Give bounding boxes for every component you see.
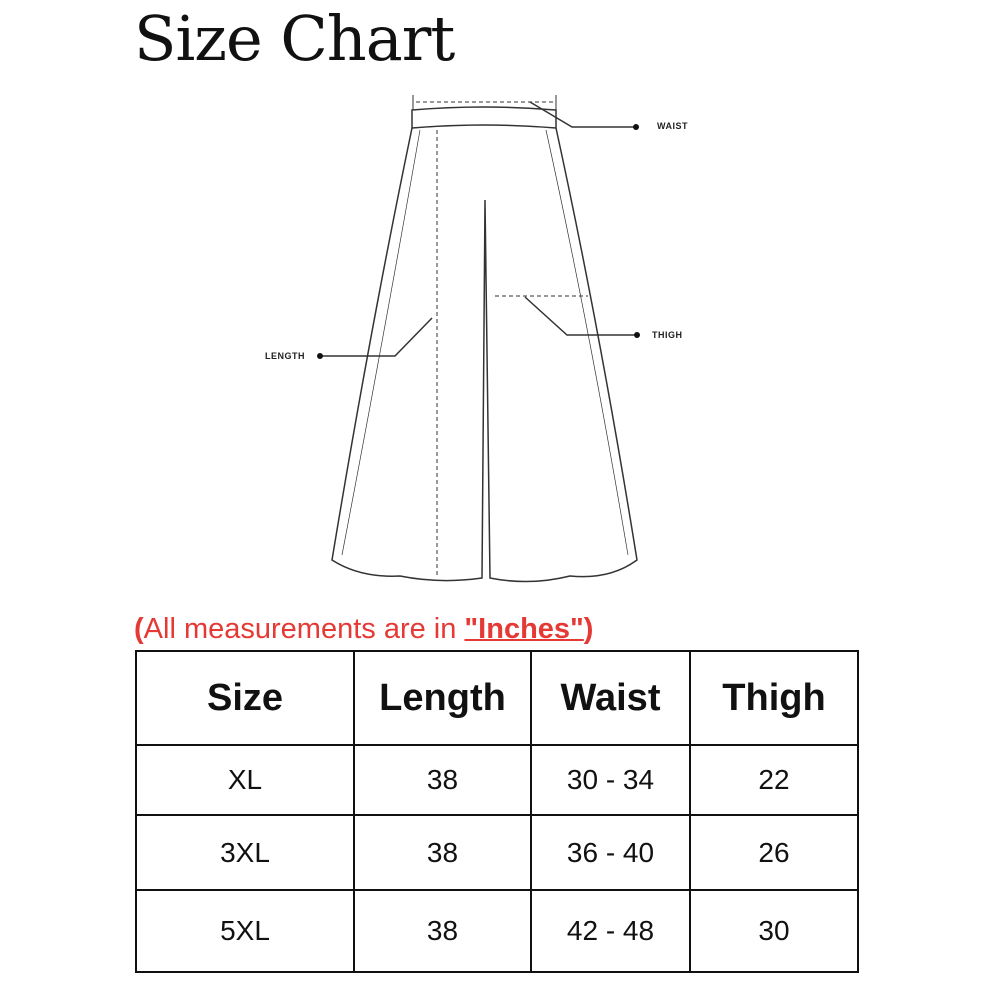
cell-length: 38 bbox=[353, 744, 532, 816]
page-title: Size Chart bbox=[134, 2, 455, 75]
header-size: Size bbox=[135, 650, 355, 746]
cell-waist: 42 - 48 bbox=[530, 889, 691, 973]
cell-size: 5XL bbox=[135, 889, 355, 973]
table-row: XL 38 30 - 34 22 bbox=[135, 744, 859, 816]
note-text: All measurements are in bbox=[143, 613, 465, 645]
units-note: (All measurements are in "Inches") bbox=[134, 613, 593, 646]
thigh-label: THIGH bbox=[652, 330, 683, 340]
cell-length: 38 bbox=[353, 889, 532, 973]
note-close: ) bbox=[583, 613, 594, 645]
cell-length: 38 bbox=[353, 814, 532, 891]
cell-thigh: 26 bbox=[689, 814, 859, 891]
table-row: 5XL 38 42 - 48 30 bbox=[135, 889, 859, 973]
cell-waist: 30 - 34 bbox=[530, 744, 691, 816]
table-row: 3XL 38 36 - 40 26 bbox=[135, 814, 859, 891]
cell-thigh: 30 bbox=[689, 889, 859, 973]
cell-size: 3XL bbox=[135, 814, 355, 891]
waist-label: WAIST bbox=[657, 121, 688, 131]
table-header-row: Size Length Waist Thigh bbox=[135, 650, 859, 746]
size-table: Size Length Waist Thigh XL 38 30 - 34 22… bbox=[135, 650, 859, 973]
length-label: LENGTH bbox=[265, 351, 305, 361]
note-unit: "Inches" bbox=[464, 613, 584, 645]
cell-waist: 36 - 40 bbox=[530, 814, 691, 891]
header-waist: Waist bbox=[530, 650, 691, 746]
cell-size: XL bbox=[135, 744, 355, 816]
note-open: ( bbox=[134, 613, 144, 645]
header-thigh: Thigh bbox=[689, 650, 859, 746]
pants-diagram: WAIST THIGH LENGTH bbox=[265, 95, 688, 583]
header-length: Length bbox=[353, 650, 532, 746]
cell-thigh: 22 bbox=[689, 744, 859, 816]
